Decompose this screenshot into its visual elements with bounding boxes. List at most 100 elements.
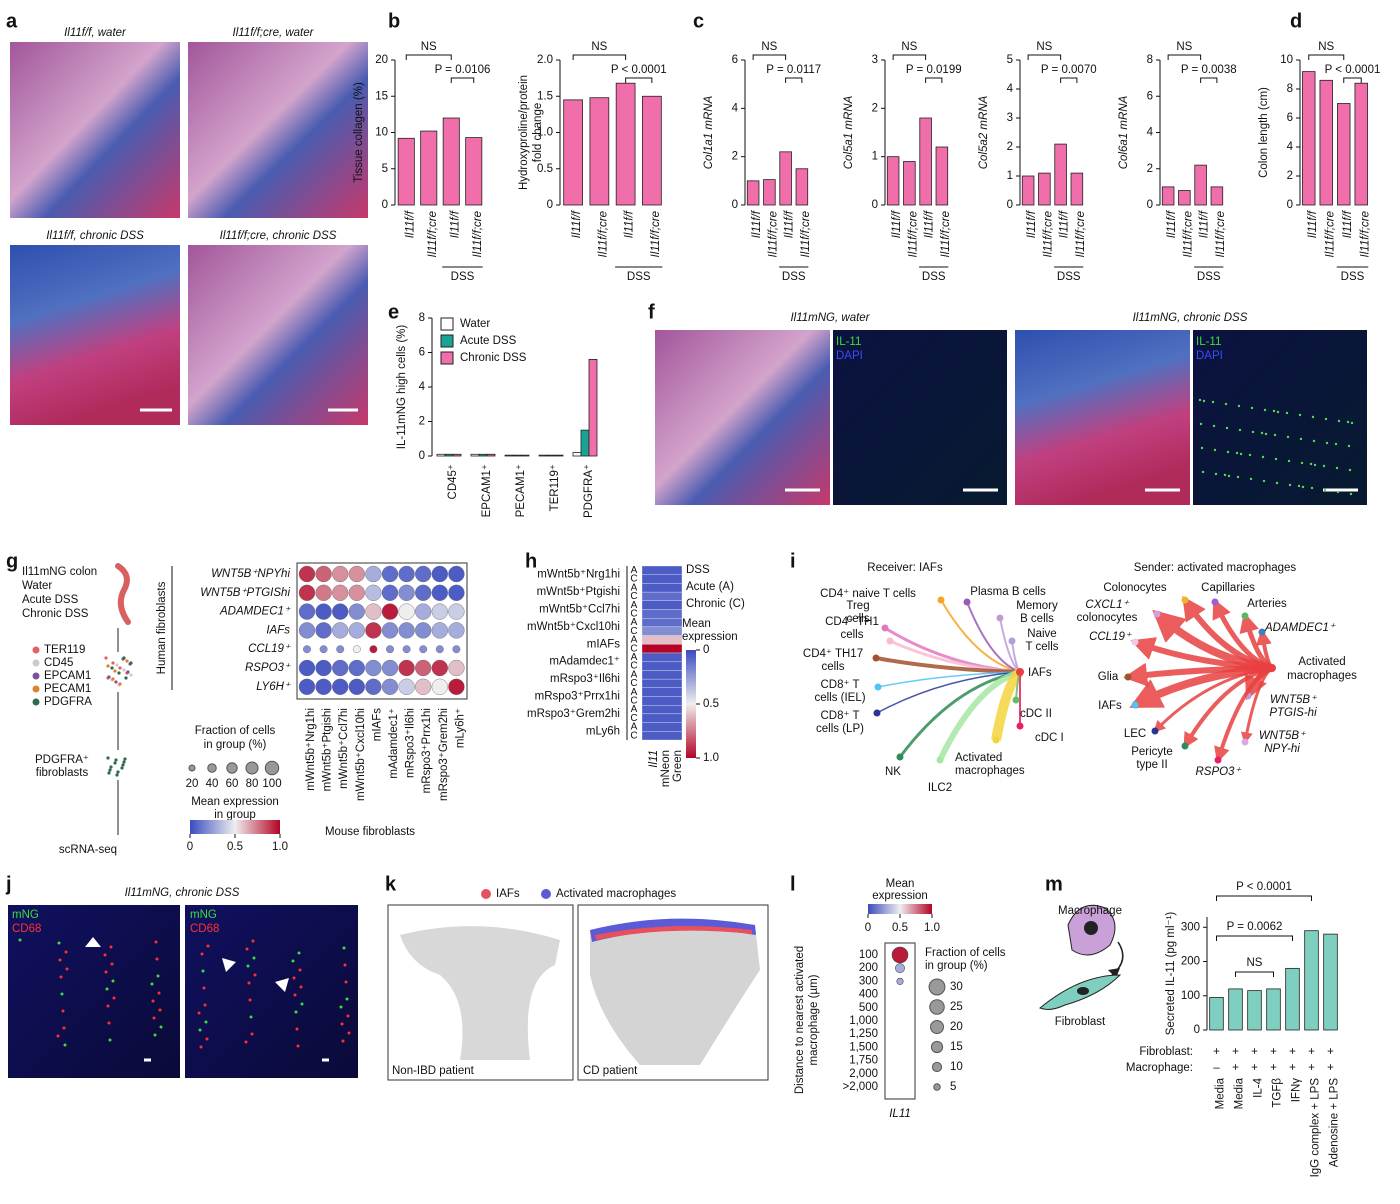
dot <box>896 977 904 985</box>
legend-label: 100 <box>262 778 281 790</box>
condition-sign: – <box>1213 1062 1220 1074</box>
node <box>1012 696 1020 704</box>
bar <box>520 454 530 457</box>
signal <box>1275 481 1279 485</box>
size-key <box>929 999 945 1015</box>
annotation: NS <box>1176 41 1192 53</box>
bar <box>1194 164 1207 206</box>
y-tick-label: 1,750 <box>849 1055 878 1067</box>
node <box>872 654 880 662</box>
row-label: mRspo3⁺Il6hi <box>550 673 620 685</box>
colorbar-label: 0.5 <box>892 922 908 934</box>
signal <box>1202 399 1206 403</box>
y-axis-label: Col5a1 mRNA <box>843 95 855 169</box>
image-caption: Non-IBD patient <box>392 1065 475 1077</box>
legend-label: 60 <box>226 778 239 790</box>
cell <box>108 768 112 772</box>
colorbar-label: 1.0 <box>272 841 288 853</box>
legend-label: Acute DSS <box>460 335 517 347</box>
heat-cell <box>641 600 683 610</box>
signal <box>1310 486 1314 490</box>
signal <box>245 947 249 951</box>
dot <box>381 622 399 639</box>
y-tick-label: 6 <box>419 347 425 359</box>
legend-title: Fraction of cells <box>195 725 276 737</box>
legend-title: expression <box>872 890 928 902</box>
signal <box>200 952 204 956</box>
legend-label: IAFs <box>496 888 520 900</box>
tissue <box>400 926 560 1060</box>
colon-icon <box>115 563 131 625</box>
x-tick-label: Il11f/f;cre <box>940 211 952 257</box>
y-tick-label: 1 <box>1007 170 1013 182</box>
cell <box>114 758 118 762</box>
signal <box>1214 472 1218 476</box>
node <box>1153 610 1161 618</box>
annotation: P = 0.0062 <box>1227 921 1283 933</box>
signal <box>293 993 297 997</box>
cell <box>111 677 115 681</box>
x-tick-label: Il11f/f <box>571 209 583 238</box>
colorbar <box>190 820 280 834</box>
image-caption: Il11f/f, chronic DSS <box>46 230 144 242</box>
significance-bracket <box>1060 77 1078 83</box>
annotation: NS <box>1318 41 1334 53</box>
legend-label: PECAM1 <box>44 683 91 695</box>
legend-label: 40 <box>206 778 219 790</box>
panel-label: i <box>790 550 796 572</box>
condition-label: A <box>631 652 638 663</box>
y-tick-label: 300 <box>1181 921 1200 933</box>
dot <box>398 659 415 677</box>
legend-label: Chronic DSS <box>460 352 527 364</box>
bar <box>580 429 590 457</box>
dot <box>448 678 465 695</box>
dot <box>398 678 415 695</box>
node-label: Treg <box>846 600 869 612</box>
bar <box>1209 997 1224 1031</box>
x-tick-label: PDGFRA⁺ <box>583 464 595 518</box>
x-tick-label: Il11f/f;cre <box>1324 211 1336 257</box>
bar <box>746 180 760 206</box>
condition-label: A <box>631 617 638 628</box>
bar <box>588 358 598 457</box>
bar <box>1302 71 1316 206</box>
cell <box>116 770 120 774</box>
bar <box>1337 103 1351 206</box>
bar <box>442 117 460 206</box>
node-label: PTGIS-hi <box>1269 707 1317 719</box>
node-label: Pericyte <box>1131 746 1173 758</box>
column-label: mWnt5b⁺Ptgishi <box>322 708 334 791</box>
dot <box>419 645 428 654</box>
signal <box>248 998 252 1002</box>
y-tick-label: 100 <box>859 949 878 961</box>
dot <box>431 603 448 620</box>
signal <box>299 985 303 989</box>
annotation: P < 0.0001 <box>1325 64 1381 76</box>
panel-label: d <box>1290 10 1302 32</box>
node-label: colonocytes <box>1077 612 1138 624</box>
y-tick-label: 0 <box>1007 199 1013 211</box>
legend-label: Water <box>460 318 490 330</box>
legend-label: 20 <box>950 1021 963 1033</box>
bar <box>538 454 548 457</box>
x-tick-label: Il11f/f;cre <box>472 211 484 257</box>
cell <box>129 673 133 677</box>
link <box>1214 666 1273 764</box>
y-tick-label: 20 <box>375 54 388 66</box>
signal <box>112 996 116 1000</box>
significance-bracket <box>1027 54 1062 60</box>
condition-sign: + <box>1289 1062 1296 1074</box>
bar <box>572 452 582 457</box>
signal <box>294 1010 298 1014</box>
dot <box>298 584 316 601</box>
signal <box>291 959 295 963</box>
signal <box>18 938 22 942</box>
signal <box>205 1037 209 1041</box>
dot <box>298 565 316 583</box>
cell <box>124 676 128 680</box>
cell <box>115 663 119 667</box>
y-tick-label: 1,000 <box>849 1015 878 1027</box>
signal <box>295 1027 299 1031</box>
x-tick-label: Il11f/f <box>784 209 796 238</box>
bar <box>1070 172 1084 206</box>
